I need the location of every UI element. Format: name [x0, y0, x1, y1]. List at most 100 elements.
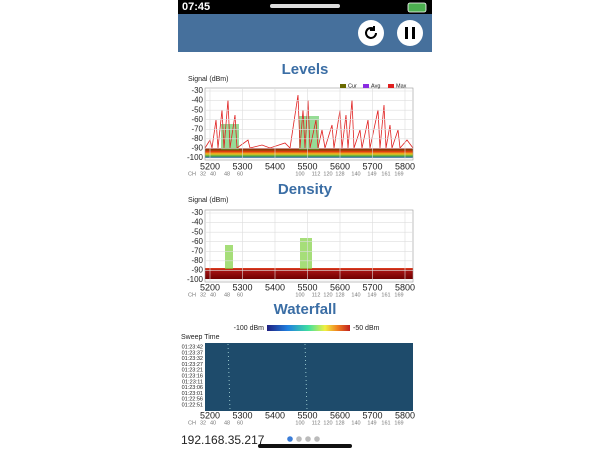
- y-tick-label: -90: [191, 144, 203, 153]
- density-band: [205, 268, 413, 279]
- notch: [270, 4, 340, 8]
- x-tick-label: 5200: [200, 161, 220, 171]
- time-label: 01:23:32: [182, 356, 203, 362]
- time-label: 01:23:37: [182, 350, 203, 356]
- scale-max: -50 dBm: [353, 325, 380, 332]
- ip-address: 192.168.35.217: [181, 433, 265, 447]
- channel-label: 140: [351, 292, 360, 298]
- channel-label: 112: [312, 420, 321, 426]
- clock: 07:45: [182, 1, 210, 13]
- channel-label: 100: [295, 171, 304, 177]
- signal-cluster: [225, 245, 233, 269]
- refresh-button[interactable]: [358, 20, 384, 46]
- channel-label: 32: [200, 420, 206, 426]
- plot-frame: [204, 87, 414, 161]
- time-label: 01:23:11: [182, 379, 203, 385]
- section-title: Waterfall: [274, 301, 337, 318]
- channel-label: 128: [335, 171, 344, 177]
- y-tick-label: -90: [191, 266, 203, 275]
- channel-label: 128: [335, 292, 344, 298]
- y-tick-label: -80: [191, 256, 203, 265]
- page-dot[interactable]: [296, 436, 302, 442]
- y-tick-label: -60: [191, 115, 203, 124]
- x-tick-label: 5300: [232, 282, 252, 292]
- plot-frame: [204, 209, 414, 283]
- pause-icon: [405, 27, 408, 39]
- x-tick-label: 5400: [265, 161, 285, 171]
- channel-label: 48: [224, 171, 230, 177]
- pause-button[interactable]: [397, 20, 423, 46]
- x-tick-label: 5300: [232, 410, 252, 420]
- time-label: 01:23:27: [182, 362, 203, 368]
- x-tick-label: 5800: [395, 282, 415, 292]
- channel-label: 112: [312, 292, 321, 298]
- section-title: Levels: [282, 61, 329, 78]
- waterfall-plot: [205, 343, 413, 411]
- y-tick-label: -40: [191, 218, 203, 227]
- channel-prefix: CH: [188, 171, 196, 177]
- channel-label: 120: [323, 292, 332, 298]
- x-tick-label: 5500: [297, 282, 317, 292]
- channel-prefix: CH: [188, 420, 196, 426]
- x-tick-label: 5200: [200, 282, 220, 292]
- channel-label: 48: [224, 420, 230, 426]
- time-label: 01:22:56: [182, 397, 203, 403]
- legend-label: Avg: [371, 83, 380, 89]
- legend-swatch: [363, 84, 369, 88]
- y-tick-label: -70: [191, 246, 203, 255]
- x-tick-label: 5400: [265, 282, 285, 292]
- battery: [407, 2, 427, 13]
- time-label: 01:23:42: [182, 344, 203, 350]
- max-trace: [204, 94, 414, 149]
- channel-label: 169: [394, 420, 403, 426]
- channel-label: 161: [381, 292, 390, 298]
- home-indicator: [258, 444, 352, 448]
- channel-prefix: CH: [188, 292, 196, 298]
- channel-label: 161: [381, 420, 390, 426]
- y-axis-label: Signal (dBm): [188, 197, 228, 204]
- channel-label: 120: [323, 420, 332, 426]
- y-axis-label: Sweep Time: [181, 334, 220, 341]
- x-tick-label: 5600: [330, 282, 350, 292]
- channel-label: 112: [312, 171, 321, 177]
- x-tick-label: 5400: [265, 410, 285, 420]
- y-tick-label: -40: [191, 96, 203, 105]
- x-tick-label: 5800: [395, 410, 415, 420]
- page-dot[interactable]: [287, 436, 293, 442]
- x-tick-label: 5700: [362, 410, 382, 420]
- time-label: 01:23:06: [182, 385, 203, 391]
- page-dot[interactable]: [314, 436, 320, 442]
- y-tick-label: -70: [191, 124, 203, 133]
- color-scale: [267, 325, 350, 331]
- y-tick-label: -50: [191, 227, 203, 236]
- legend-swatch: [340, 84, 346, 88]
- channel-label: 149: [367, 292, 376, 298]
- legend-label: Max: [396, 83, 407, 89]
- section-title: Density: [278, 181, 333, 198]
- channel-label: 60: [237, 171, 243, 177]
- channel-label: 120: [323, 171, 332, 177]
- x-tick-label: 5600: [330, 410, 350, 420]
- channel-label: 100: [295, 420, 304, 426]
- x-tick-label: 5700: [362, 161, 382, 171]
- time-label: 01:23:16: [182, 373, 203, 379]
- x-tick-label: 5600: [330, 161, 350, 171]
- x-tick-label: 5700: [362, 282, 382, 292]
- y-tick-label: -30: [191, 86, 203, 95]
- x-tick-label: 5300: [232, 161, 252, 171]
- channel-label: 60: [237, 292, 243, 298]
- y-tick-label: -100: [187, 153, 204, 162]
- time-label: 01:22:51: [182, 402, 203, 408]
- channel-label: 40: [210, 171, 216, 177]
- pause-icon: [412, 27, 415, 39]
- signal-cluster: [300, 238, 312, 269]
- channel-label: 149: [367, 171, 376, 177]
- channel-label: 149: [367, 420, 376, 426]
- page-dot[interactable]: [305, 436, 311, 442]
- y-tick-label: -60: [191, 237, 203, 246]
- legend-swatch: [388, 84, 394, 88]
- y-tick-label: -80: [191, 134, 203, 143]
- scale-min: -100 dBm: [234, 325, 265, 332]
- y-tick-label: -30: [191, 208, 203, 217]
